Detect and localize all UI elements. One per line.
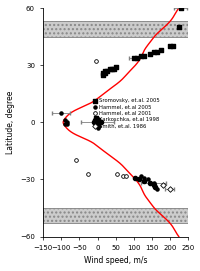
Hammel, et.al 2005 xyxy=(63,118,67,122)
Sromovsky, et.al. 2005 xyxy=(101,71,105,75)
Sromovsky, et.al. 2005 xyxy=(132,55,135,60)
Hammel, et.al 2001 xyxy=(94,59,97,63)
Sromovsky, et.al. 2005 xyxy=(156,50,159,54)
Sromovsky, et.al. 2005 xyxy=(152,50,155,54)
Sromovsky, et.al. 2005 xyxy=(179,6,182,10)
Sromovsky, et.al. 2005 xyxy=(177,25,180,29)
Karkoschka, et.al 1998 xyxy=(96,120,99,124)
Sromovsky, et.al. 2005 xyxy=(139,53,142,58)
Sromovsky, et.al. 2005 xyxy=(112,67,115,71)
Bar xyxy=(43,208,188,223)
Sromovsky, et.al. 2005 xyxy=(103,69,106,73)
Karkoschka, et.al 1998 xyxy=(148,181,151,185)
Sromovsky, et.al. 2005 xyxy=(168,44,171,48)
Hammel, et.al 2005 xyxy=(98,124,101,128)
Hammel, et.al 2001 xyxy=(74,158,77,163)
Hammel, et.al 2001 xyxy=(121,173,124,178)
Sromovsky, et.al. 2005 xyxy=(159,48,162,52)
Hammel, et.al 2001 xyxy=(87,172,90,176)
Hammel, et.al 2005 xyxy=(63,122,67,126)
Hammel, et.al 2001 xyxy=(125,173,128,178)
Hammel, et.al 2005 xyxy=(65,120,68,124)
Sromovsky, et.al. 2005 xyxy=(114,65,117,69)
Smith, et.al. 1986 xyxy=(168,187,171,191)
Karkoschka, et.al 1998 xyxy=(94,120,97,124)
Hammel, et.al 2005 xyxy=(154,185,157,189)
Hammel, et.al 2005 xyxy=(143,175,146,180)
Sromovsky, et.al. 2005 xyxy=(136,55,139,60)
Y-axis label: Latitude, degree: Latitude, degree xyxy=(6,91,15,154)
Smith, et.al. 1986 xyxy=(161,183,164,187)
Hammel, et.al 2005 xyxy=(146,177,150,182)
Legend: Sromovsky, et.al. 2005, Hammel, et.al 2005, Hammel, et.al 2001, Karkoschka, et.a: Sromovsky, et.al. 2005, Hammel, et.al 20… xyxy=(92,98,160,129)
Karkoschka, et.al 1998 xyxy=(143,179,146,183)
Karkoschka, et.al 1998 xyxy=(98,120,101,124)
X-axis label: Wind speed, m/s: Wind speed, m/s xyxy=(84,256,147,265)
Karkoschka, et.al 1998 xyxy=(100,120,103,124)
Sromovsky, et.al. 2005 xyxy=(95,120,98,124)
Sromovsky, et.al. 2005 xyxy=(94,116,97,121)
Sromovsky, et.al. 2005 xyxy=(101,73,105,77)
Sromovsky, et.al. 2005 xyxy=(96,118,99,122)
Sromovsky, et.al. 2005 xyxy=(105,69,108,73)
Hammel, et.al 2005 xyxy=(65,122,68,126)
Sromovsky, et.al. 2005 xyxy=(143,53,146,58)
Karkoschka, et.al 1998 xyxy=(92,120,95,124)
Hammel, et.al 2005 xyxy=(152,181,155,185)
Bar xyxy=(43,21,188,37)
Sromovsky, et.al. 2005 xyxy=(96,120,99,124)
Sromovsky, et.al. 2005 xyxy=(148,51,151,56)
Hammel, et.al 2001 xyxy=(116,172,119,176)
Karkoschka, et.al 1998 xyxy=(152,183,155,187)
Hammel, et.al 2005 xyxy=(60,111,63,115)
Hammel, et.al 2005 xyxy=(96,126,99,130)
Sromovsky, et.al. 2005 xyxy=(110,67,114,71)
Sromovsky, et.al. 2005 xyxy=(172,44,175,48)
Hammel, et.al 2005 xyxy=(156,187,159,191)
Karkoschka, et.al 1998 xyxy=(137,177,141,182)
Sromovsky, et.al. 2005 xyxy=(95,118,98,122)
Karkoschka, et.al 1998 xyxy=(154,185,157,189)
Sromovsky, et.al. 2005 xyxy=(109,67,112,71)
Karkoschka, et.al 1998 xyxy=(134,175,137,180)
Hammel, et.al 2005 xyxy=(139,173,142,178)
Sromovsky, et.al. 2005 xyxy=(103,71,106,75)
